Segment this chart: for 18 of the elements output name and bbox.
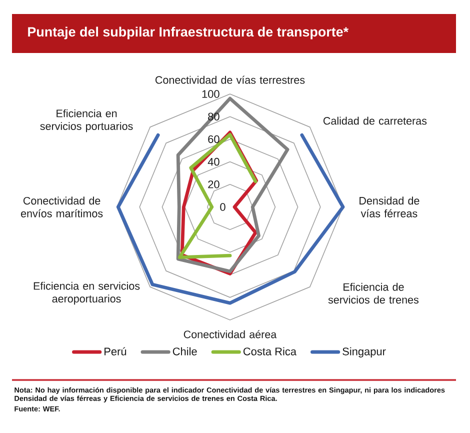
spoke-label: Calidad de carreteras bbox=[323, 116, 427, 125]
legend-label: Chile bbox=[172, 347, 197, 356]
y-tick-label: 0 bbox=[220, 203, 226, 211]
spoke-label: Eficiencia de servicios de trenes bbox=[328, 282, 419, 304]
spoke-label: Eficiencia en servicios portuarios bbox=[40, 109, 133, 132]
legend-label: Perú bbox=[104, 347, 126, 356]
y-tick-label: 100 bbox=[202, 90, 220, 98]
legend-label: Costa Rica bbox=[243, 347, 296, 356]
spoke-label: Conectividad de envíos marítimos bbox=[21, 196, 103, 218]
y-tick-label: 60 bbox=[208, 135, 220, 144]
legend-label: Singapur bbox=[342, 347, 386, 358]
spoke-label: Eficiencia en servicios aeroportuarios bbox=[34, 282, 140, 305]
y-tick-label: 20 bbox=[208, 180, 220, 188]
chart-title: Puntaje del subpilar Infraestructura de transporte* bbox=[28, 26, 349, 40]
spoke-label: Conectividad de vías terrestres bbox=[155, 76, 305, 84]
y-tick-label: 40 bbox=[208, 158, 220, 166]
spoke-label: Conectividad aérea bbox=[184, 330, 277, 338]
spoke-label: Densidad de vías férreas bbox=[360, 196, 420, 218]
